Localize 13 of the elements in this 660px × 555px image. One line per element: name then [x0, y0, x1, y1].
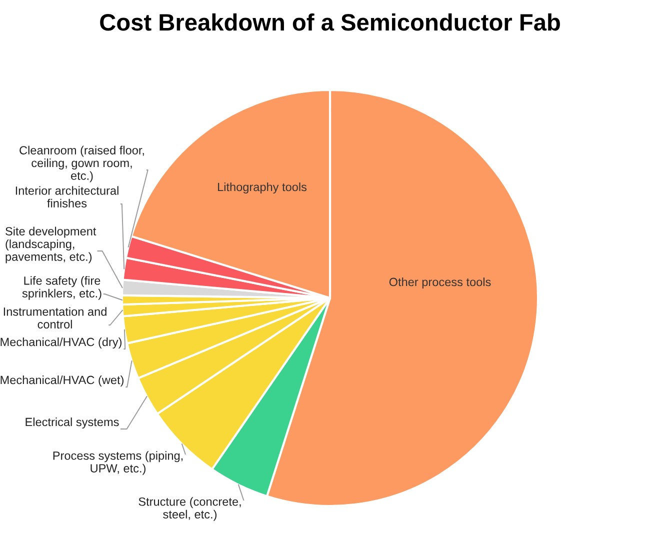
slice-label: Life safety (fire sprinklers, etc.): [22, 276, 102, 300]
slice-label: Interior architectural finishes: [16, 186, 118, 208]
slice-label: Instrumentation and control: [4, 307, 106, 329]
slice-label: Process systems (piping, UPW, etc.): [53, 451, 183, 475]
slice-label: Cleanroom (raised floor, ceiling, gown room, etc.): [20, 146, 144, 182]
slice-label: Electrical systems: [26, 417, 119, 429]
slice-label: Other process tools: [389, 277, 491, 289]
slice-label: Structure (concrete, steel, etc.): [138, 497, 241, 521]
chart-title: Cost Breakdown of a Semiconductor Fab: [100, 13, 560, 31]
slice-label: Mechanical/HVAC (dry): [0, 337, 122, 349]
slice-label: Lithography tools: [218, 182, 307, 194]
slice-label: Site development (landscaping, pavements, etc.): [6, 226, 96, 264]
slice-label: Mechanical/HVAC (wet): [0, 375, 124, 386]
